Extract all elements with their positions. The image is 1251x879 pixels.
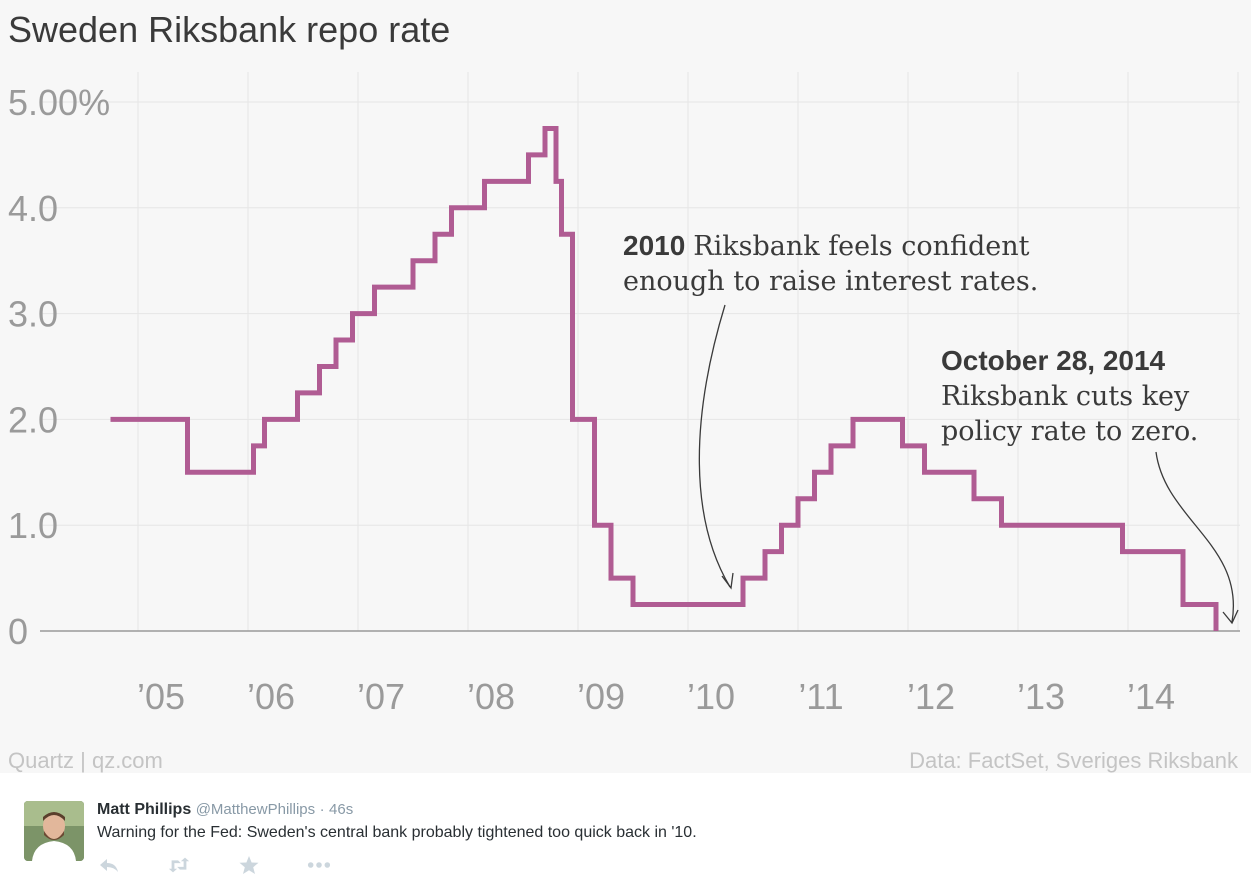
tweet-header: Matt Phillips @MatthewPhillips · 46s [97,801,353,819]
retweet-icon [168,857,190,873]
annotation-2014-line2: policy rate to zero. [941,416,1198,447]
source-right: Data: FactSet, Sveriges Riksbank [909,748,1239,773]
x-tick-label: ’05 [137,676,185,717]
x-tick-label: ’09 [577,676,625,717]
more-icon [307,862,331,868]
annotation-2014-arrowhead [1222,609,1239,625]
annotation-2010-text1: Riksbank feels confident [693,231,1029,262]
x-tick-label: ’10 [687,676,735,717]
y-tick-label: 1.0 [8,505,58,546]
favorite-icon [239,856,259,874]
tweet-separator: · [319,801,325,818]
annotation-layer: 2010 Riksbank feels confident enough to r… [623,230,1239,625]
y-tick-label: 4.0 [8,188,58,229]
annotation-2010-line1: 2010 Riksbank feels confident [623,230,1030,262]
y-tick-label: 0 [8,611,28,652]
avatar[interactable] [24,801,84,861]
tweet: Matt Phillips @MatthewPhillips · 46s War… [0,773,1251,879]
annotation-2014-bold: October 28, 2014 [941,345,1166,376]
series-line-repo-rate [110,126,1219,631]
x-tick-label: ’06 [247,676,295,717]
source-left: Quartz | qz.com [8,748,163,773]
tweet-timestamp[interactable]: 46s [329,801,354,818]
annotation-2010-bold: 2010 [623,230,685,261]
y-tick-label: 3.0 [8,294,58,335]
series-layer [110,126,1219,631]
retweet-button[interactable] [167,855,191,875]
tweet-author-name[interactable]: Matt Phillips [97,801,192,818]
annotation-2014-line1: Riksbank cuts key [941,381,1190,412]
x-tick-label: ’13 [1017,676,1065,717]
x-tick-label: ’07 [357,676,405,717]
chart-area: Sweden Riksbank repo rate 0 1.0 2.0 3.0 4.0 5… [8,9,1240,773]
x-tick-layer: ’05 ’06 ’07 ’08 ’09 ’10 ’11 ’12 ’13 ’14 [137,676,1175,717]
x-tick-label: ’11 [798,676,843,717]
y-tick-layer: 0 1.0 2.0 3.0 4.0 5.00% [8,82,110,652]
favorite-button[interactable] [237,855,261,875]
tweet-author-handle[interactable]: @MatthewPhillips [195,801,316,818]
y-tick-label: 5.00% [8,82,110,123]
annotation-2010-arrow [698,304,731,588]
chart-svg: Sweden Riksbank repo rate 0 1.0 2.0 3.0 4.0 5… [8,9,1240,773]
tweet-actions [97,853,331,877]
x-tick-label: ’14 [1127,676,1175,717]
reply-icon [100,859,118,872]
x-tick-label: ’08 [467,676,515,717]
x-tick-label: ’12 [907,676,955,717]
annotation-2014-arrow [1155,451,1235,623]
chart-title: Sweden Riksbank repo rate [8,9,450,50]
annotation-2010-line2: enough to raise interest rates. [623,266,1038,297]
avatar-image [24,801,84,861]
reply-button[interactable] [97,855,121,875]
tweet-text: Warning for the Fed: Sweden's central ba… [97,824,697,841]
annotation-2010-arrowhead [721,572,734,590]
more-button[interactable] [307,855,331,875]
y-tick-label: 2.0 [8,399,58,440]
